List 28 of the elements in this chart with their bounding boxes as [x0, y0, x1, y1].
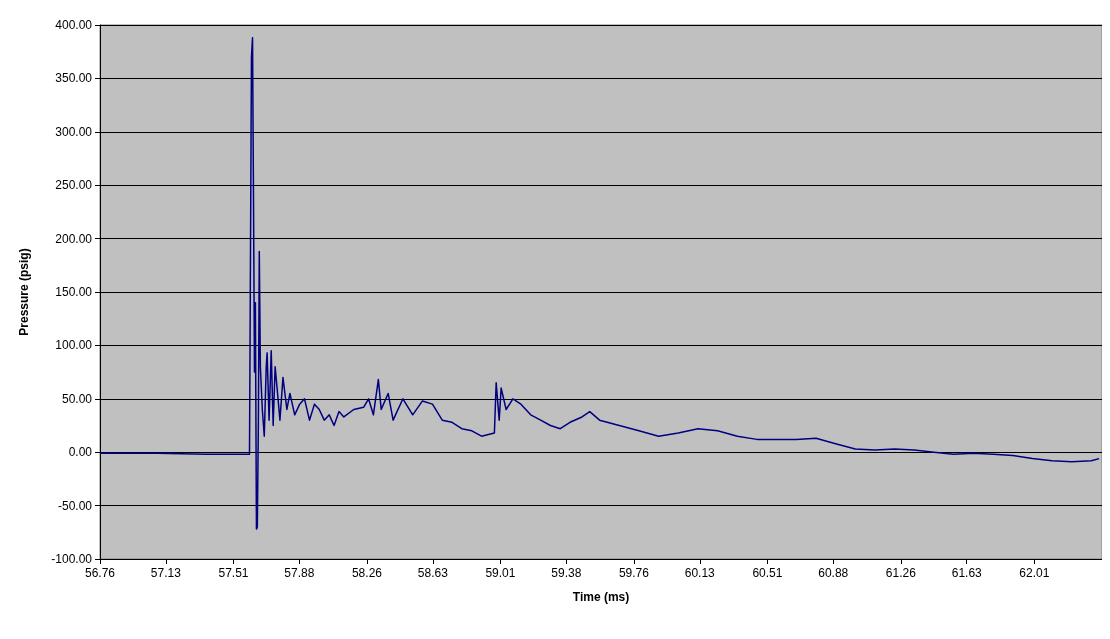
x-tick-label: 61.26	[885, 566, 917, 580]
x-tick-label: 59.38	[551, 566, 582, 580]
y-tick-label: 200.00	[55, 231, 93, 246]
x-tick-label: 60.88	[818, 566, 849, 580]
y-tick-label: 0.00	[68, 445, 93, 460]
x-tick-label: 59.01	[485, 566, 516, 580]
x-tick-label: 58.26	[351, 566, 383, 580]
y-tick-label: 50.00	[61, 391, 93, 406]
y-tick-label: 100.00	[55, 338, 93, 353]
x-tick-label: 56.76	[84, 566, 116, 580]
y-tick-label: 150.00	[55, 285, 93, 299]
y-tick-label: 400.00	[55, 18, 93, 32]
y-tick-label: -100.00	[51, 552, 93, 566]
x-tick-label: 60.13	[684, 566, 716, 580]
y-axis-title: Pressure (psig)	[17, 248, 31, 336]
x-tick-label: 59.76	[618, 566, 650, 580]
x-tick-label: 57.88	[284, 566, 315, 580]
y-tick-label: -50.00	[57, 498, 93, 513]
x-tick-label: 60.51	[752, 566, 783, 580]
x-tick-label: 57.51	[218, 566, 249, 580]
x-axis-title: Time (ms)	[572, 590, 630, 604]
x-tick-label: 57.13	[150, 566, 182, 580]
y-tick-label: 300.00	[55, 124, 93, 139]
y-tick-label: 350.00	[55, 71, 93, 86]
y-tick-label: 250.00	[55, 178, 93, 193]
x-tick-label: 62.01	[1019, 566, 1050, 580]
x-tick-label: 61.63	[951, 566, 983, 580]
x-tick-label: 58.63	[417, 566, 449, 580]
